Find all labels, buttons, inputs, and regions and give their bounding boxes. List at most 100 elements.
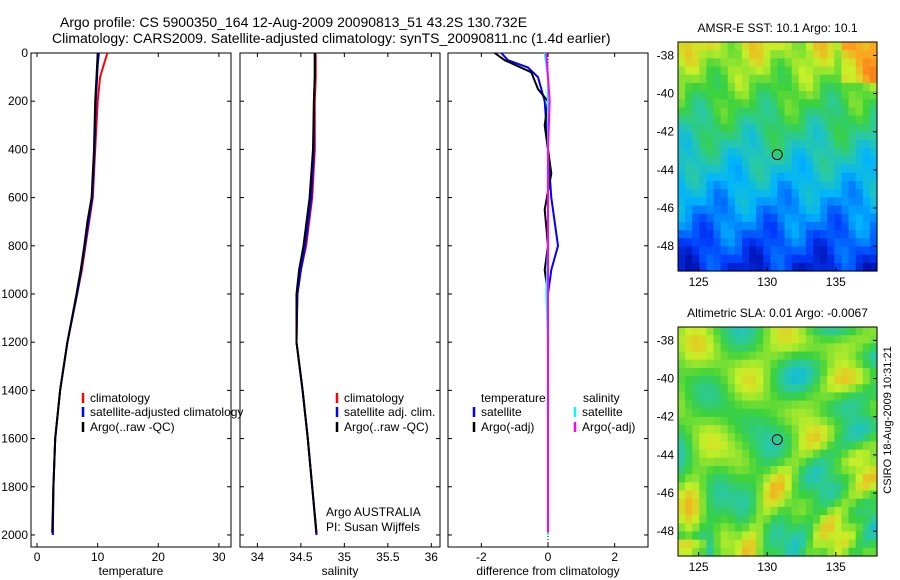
map-cell (741, 99, 750, 109)
map-cell (855, 539, 864, 549)
map-cell (734, 164, 743, 174)
map-cell (720, 156, 729, 166)
map-cell (741, 367, 750, 377)
map-cell (678, 131, 686, 141)
map-cell (763, 99, 771, 109)
x-axis-label: salinity (322, 564, 359, 578)
map-cell (848, 189, 857, 198)
map-cell (855, 547, 864, 557)
map-cell (805, 506, 814, 516)
map-cell (798, 392, 807, 402)
map-cell (720, 197, 729, 207)
map-cell (763, 457, 771, 467)
map-cell (791, 433, 800, 443)
map-cell (727, 99, 736, 109)
map-cell (855, 74, 864, 84)
map-cell (749, 42, 757, 51)
map-cell (784, 515, 793, 524)
map-cell (848, 376, 857, 385)
map-cell (770, 42, 779, 51)
map-cell (813, 433, 821, 443)
map-cell (855, 181, 864, 190)
map-cell (820, 172, 828, 182)
map-cell (741, 400, 750, 410)
map-cell (720, 66, 729, 76)
map-cell (848, 131, 857, 141)
map-cell (805, 181, 814, 190)
map-cell (820, 466, 828, 475)
map-cell (770, 457, 779, 467)
map-cell (784, 246, 793, 256)
map-cell (756, 230, 764, 239)
map-cell (827, 123, 835, 133)
map-cell (685, 230, 693, 239)
map-cell (685, 335, 693, 344)
map-cell (862, 466, 871, 475)
map-cell (713, 181, 722, 190)
map-cell (869, 262, 878, 272)
map-cell (855, 449, 864, 459)
map-cell (741, 515, 750, 524)
map-cell (756, 400, 764, 410)
map-cell (784, 205, 793, 215)
map-cell (855, 466, 864, 475)
map-cell (756, 172, 764, 182)
map-cell (692, 351, 700, 361)
map-cell (834, 384, 843, 394)
map-cell (827, 246, 835, 256)
map-cell (784, 197, 793, 207)
map-cell (827, 498, 835, 508)
map-cell (869, 246, 878, 256)
map-cell (699, 343, 708, 353)
map-cell (805, 449, 814, 459)
map-cell (770, 99, 779, 109)
map-cell (777, 335, 786, 344)
map-cell (678, 367, 686, 377)
map-cell (834, 156, 843, 166)
map-cell (713, 441, 722, 451)
map-cell (749, 408, 757, 418)
map-cell (699, 131, 708, 141)
y-tick-label: 1600 (1, 432, 28, 446)
map-cell (848, 91, 857, 100)
map-cell (855, 221, 864, 231)
y-tick-label: 800 (8, 239, 28, 253)
map-cell (770, 539, 779, 549)
map-cell (770, 238, 779, 248)
map-cell (827, 425, 835, 434)
map-cell (827, 230, 835, 239)
map-cell (813, 213, 821, 223)
legend-label: satellite (481, 405, 522, 419)
y-tick-label: -42 (657, 410, 675, 424)
map-cell (699, 148, 708, 158)
map-cell (720, 547, 729, 557)
map-cell (798, 181, 807, 190)
map-cell (756, 91, 764, 100)
map-cell (841, 327, 850, 336)
map-cell (678, 523, 686, 533)
map-cell (763, 164, 771, 174)
map-cell (763, 327, 771, 336)
map-cell (777, 327, 786, 336)
map-cell (699, 213, 708, 223)
map-cell (869, 506, 878, 516)
map-cell (777, 74, 786, 84)
map-cell (862, 359, 871, 369)
map-cell (827, 441, 835, 451)
map-cell (869, 123, 878, 133)
map-cell (777, 107, 786, 117)
map-cell (734, 367, 743, 377)
map-cell (770, 254, 779, 264)
map-cell (784, 238, 793, 248)
map-cell (692, 115, 700, 125)
map-cell (813, 181, 821, 190)
map-cell (678, 82, 686, 92)
map-cell (820, 213, 828, 223)
map-cell (784, 91, 793, 100)
map-cell (770, 449, 779, 459)
map-cell (827, 99, 835, 109)
map-cell (720, 74, 729, 84)
map-cell (741, 213, 750, 223)
map-cell (827, 474, 835, 483)
